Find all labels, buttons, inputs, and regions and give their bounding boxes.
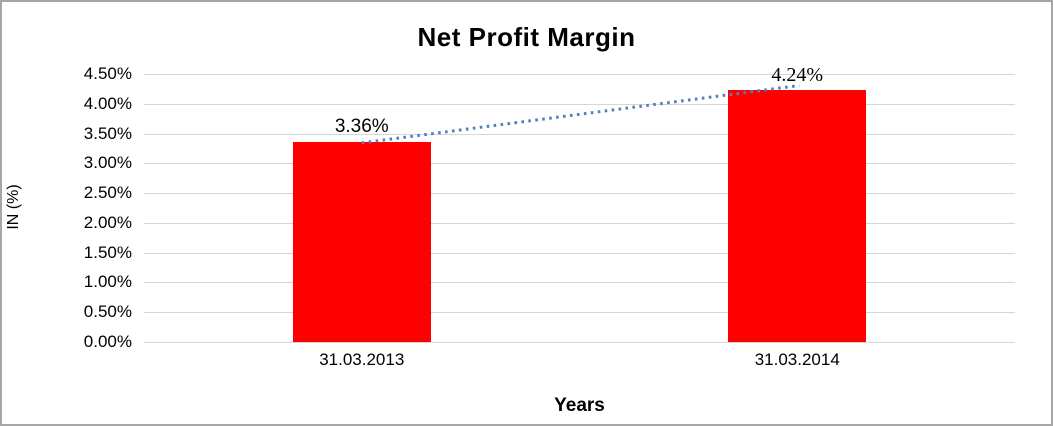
plot-area: 3.36% 4.24%: [144, 64, 1015, 343]
y-tick-label: 0.00%: [83, 332, 132, 351]
gridline: [144, 342, 1015, 343]
y-tick-label: 3.50%: [83, 123, 132, 143]
gridline: [144, 74, 1015, 75]
gridline: [144, 252, 1015, 254]
chart-title: Net Profit Margin: [417, 22, 636, 52]
gridline: [144, 312, 1015, 314]
bar-31.03.2014: [728, 89, 867, 342]
gridline: [144, 282, 1015, 284]
x-axis-title: Years: [554, 395, 605, 416]
data-label: 3.36%: [334, 115, 389, 137]
x-tick-label: 31.03.2014: [754, 350, 840, 369]
gridline: [144, 103, 1015, 105]
gridline: [144, 193, 1015, 195]
bar-31.03.2013: [292, 141, 431, 342]
y-tick-label: 0.50%: [83, 302, 132, 322]
x-tick-label: 31.03.2013: [319, 350, 405, 369]
y-tick-label: 2.50%: [83, 183, 132, 203]
y-tick-label: 2.00%: [83, 212, 132, 232]
y-tick-label: 1.00%: [83, 272, 132, 292]
gridline: [144, 133, 1015, 135]
y-tick-label: 4.00%: [83, 93, 132, 113]
y-tick-label: 4.50%: [83, 64, 132, 83]
y-tick-label: 1.50%: [83, 242, 132, 262]
data-label: 4.24%: [771, 63, 824, 86]
y-tick-label: 3.00%: [83, 153, 132, 173]
gridline: [144, 222, 1015, 224]
gridline: [144, 163, 1015, 165]
trendline: [361, 83, 800, 145]
